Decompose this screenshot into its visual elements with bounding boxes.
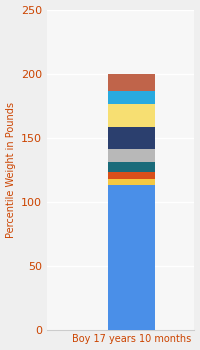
Bar — [108, 104, 155, 127]
Bar — [108, 127, 155, 149]
Bar — [108, 149, 155, 162]
Bar — [108, 172, 155, 178]
Y-axis label: Percentile Weight in Pounds: Percentile Weight in Pounds — [6, 102, 16, 238]
Bar — [108, 185, 155, 330]
Bar — [108, 74, 155, 91]
Bar — [108, 91, 155, 104]
Bar — [108, 178, 155, 185]
Bar — [108, 162, 155, 172]
